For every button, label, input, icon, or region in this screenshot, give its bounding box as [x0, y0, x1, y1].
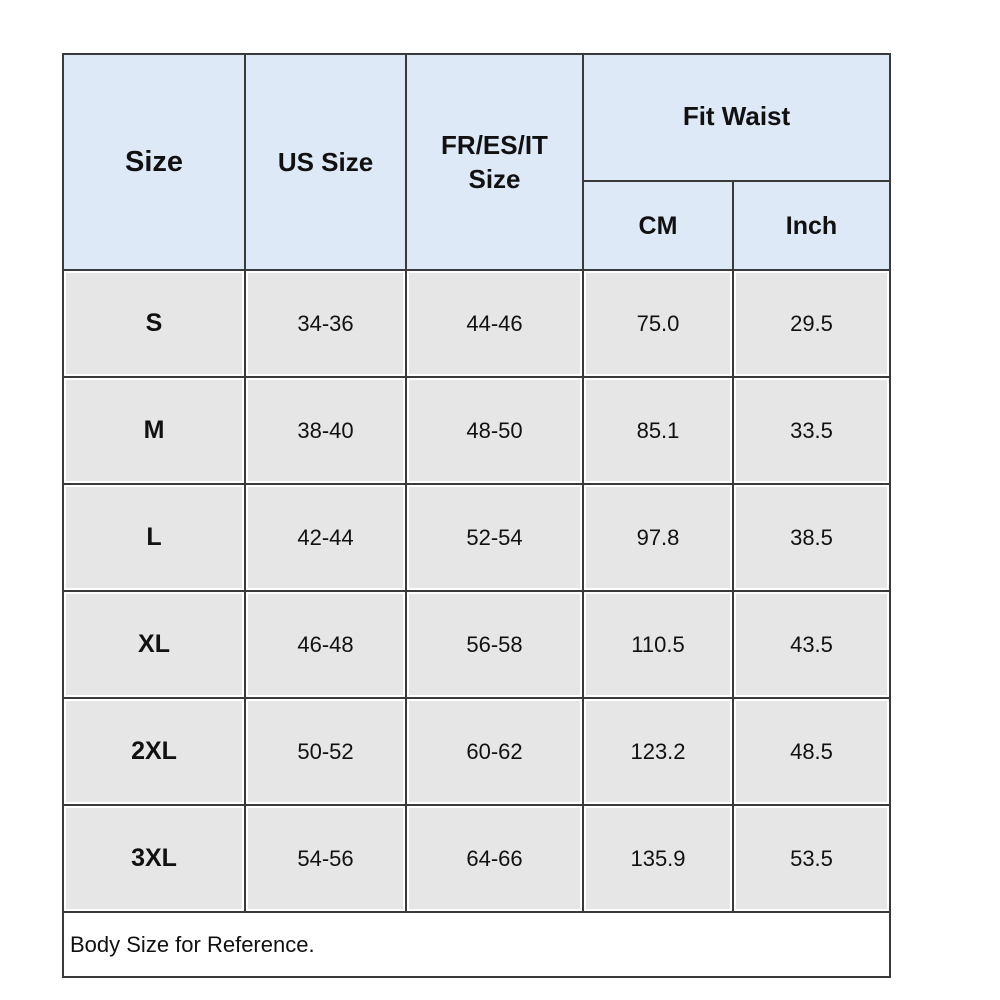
- table-cell: M: [62, 376, 246, 485]
- table-cell: XL: [62, 590, 246, 699]
- table-cell: 29.5: [732, 269, 891, 378]
- table-cell: 60-62: [405, 697, 584, 806]
- table-cell: 64-66: [405, 804, 584, 913]
- table-cell: S: [62, 269, 246, 378]
- header-cell: Inch: [732, 180, 891, 271]
- table-cell: 43.5: [732, 590, 891, 699]
- footer-row: Body Size for Reference.: [62, 911, 891, 978]
- table-row: XL 46-48 56-58 110.5 43.5: [62, 590, 891, 699]
- table-cell: L: [62, 483, 246, 592]
- table-cell: 56-58: [405, 590, 584, 699]
- table-cell: 97.8: [582, 483, 734, 592]
- table-cell: 48.5: [732, 697, 891, 806]
- table-cell: 135.9: [582, 804, 734, 913]
- table-cell: 48-50: [405, 376, 584, 485]
- table-cell: 52-54: [405, 483, 584, 592]
- table-cell: 85.1: [582, 376, 734, 485]
- table-cell: 110.5: [582, 590, 734, 699]
- table-cell: 54-56: [244, 804, 407, 913]
- table-row: M 38-40 48-50 85.1 33.5: [62, 376, 891, 485]
- size-chart: Size US Size FR/ES/IT Size Fit Waist CM …: [62, 53, 891, 978]
- table-row: 3XL 54-56 64-66 135.9 53.5: [62, 804, 891, 913]
- table-cell: 44-46: [405, 269, 584, 378]
- table-cell: 50-52: [244, 697, 407, 806]
- size-table: Size US Size FR/ES/IT Size Fit Waist CM …: [62, 53, 891, 978]
- table-cell: 46-48: [244, 590, 407, 699]
- table-cell: 38-40: [244, 376, 407, 485]
- table-cell: 75.0: [582, 269, 734, 378]
- table-cell: 42-44: [244, 483, 407, 592]
- table-cell: 123.2: [582, 697, 734, 806]
- header-cell: US Size: [244, 53, 407, 271]
- table-row: L 42-44 52-54 97.8 38.5: [62, 483, 891, 592]
- table-row: S 34-36 44-46 75.0 29.5: [62, 269, 891, 378]
- note: Body Size for Reference.: [62, 911, 891, 978]
- table-cell: 34-36: [244, 269, 407, 378]
- table-cell: 53.5: [732, 804, 891, 913]
- header-cell: FR/ES/IT Size: [405, 53, 584, 271]
- table-body: S 34-36 44-46 75.0 29.5 M 38-40 48-50 85.1 33.5 L 4…: [62, 269, 891, 978]
- header-cell: CM: [582, 180, 734, 271]
- table-cell: 2XL: [62, 697, 246, 806]
- table-row: 2XL 50-52 60-62 123.2 48.5: [62, 697, 891, 806]
- table-cell: 38.5: [732, 483, 891, 592]
- header-cell: Size: [62, 53, 246, 271]
- table-cell: 33.5: [732, 376, 891, 485]
- header-cell: Fit Waist: [582, 53, 891, 182]
- table-cell: 3XL: [62, 804, 246, 913]
